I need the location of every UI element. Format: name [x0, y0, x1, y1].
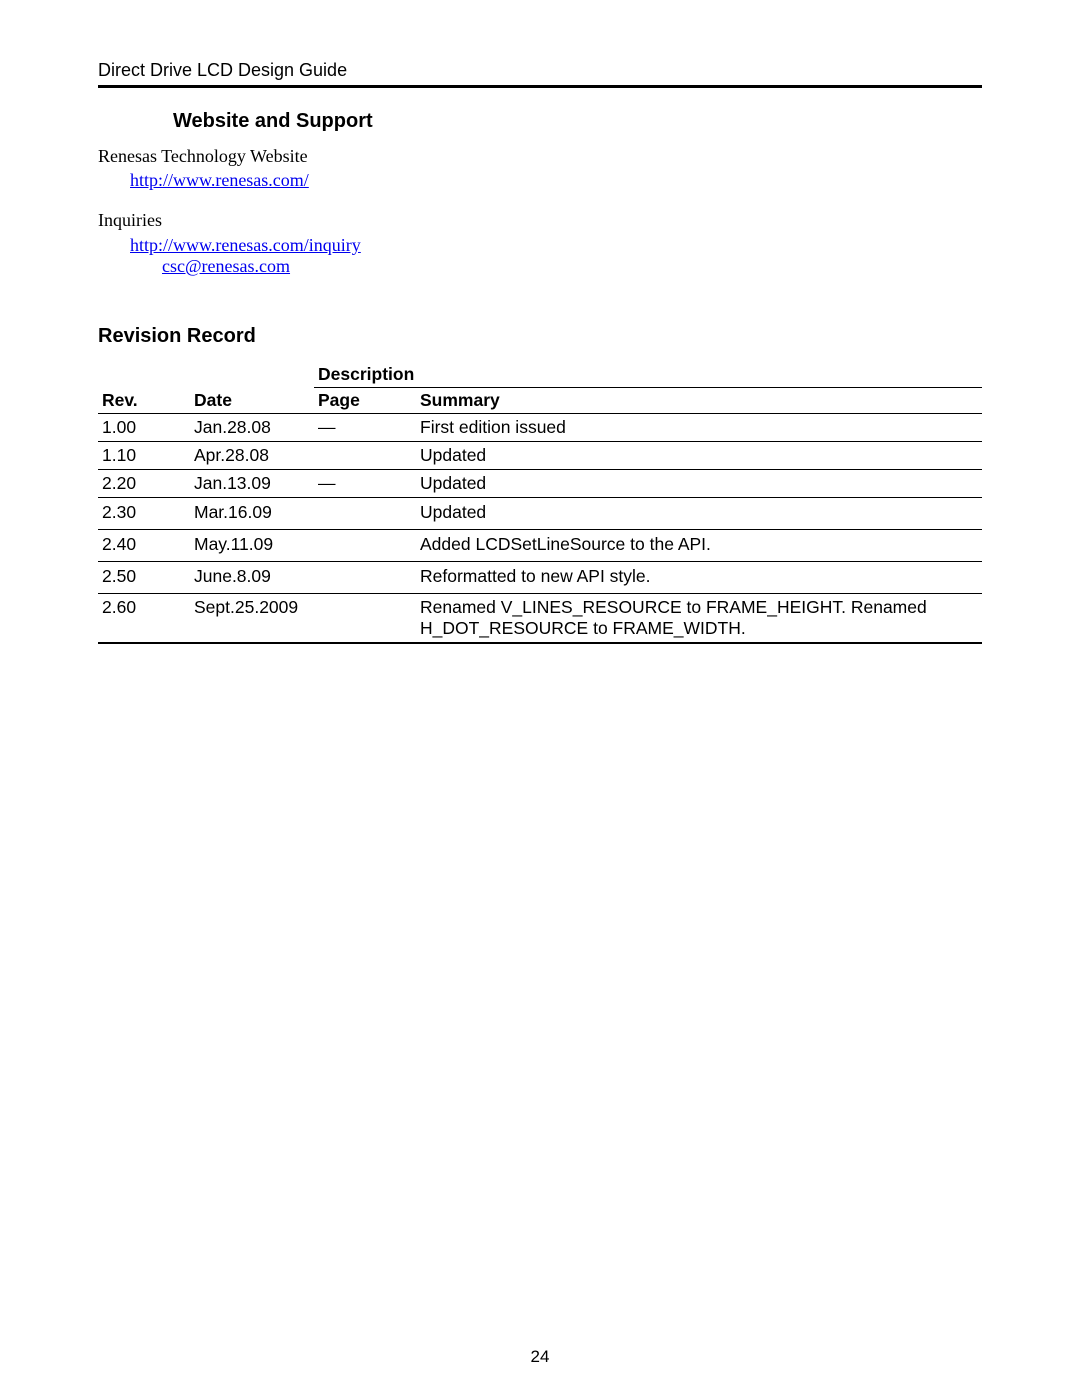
cell-page — [314, 529, 416, 561]
col-header-page: Page — [314, 387, 416, 413]
cell-page — [314, 441, 416, 469]
cell-rev: 2.60 — [98, 593, 190, 643]
cell-rev: 2.40 — [98, 529, 190, 561]
empty-header — [190, 362, 314, 388]
table-row: 2.20 Jan.13.09 — Updated — [98, 469, 982, 497]
table-row: 2.60 Sept.25.2009 Renamed V_LINES_RESOUR… — [98, 593, 982, 643]
inquiries-block: Inquiries http://www.renesas.com/inquiry… — [98, 209, 982, 276]
revision-heading: Revision Record — [98, 325, 982, 348]
cell-summary: Updated — [416, 497, 982, 529]
page-number: 24 — [0, 1347, 1080, 1367]
table-column-header-row: Rev. Date Page Summary — [98, 387, 982, 413]
cell-rev: 1.10 — [98, 441, 190, 469]
col-header-summary: Summary — [416, 387, 982, 413]
description-group-header: Description — [314, 362, 982, 388]
cell-date: Jan.28.08 — [190, 413, 314, 441]
revision-table: Description Rev. Date Page Summary 1.00 … — [98, 362, 982, 644]
cell-date: May.11.09 — [190, 529, 314, 561]
cell-date: June.8.09 — [190, 561, 314, 593]
inquiry-link[interactable]: http://www.renesas.com/inquiry — [130, 235, 361, 255]
cell-page: — — [314, 413, 416, 441]
cell-page: — — [314, 469, 416, 497]
col-header-date: Date — [190, 387, 314, 413]
table-row: 2.50 June.8.09 Reformatted to new API st… — [98, 561, 982, 593]
revision-table-body: 1.00 Jan.28.08 — First edition issued 1.… — [98, 413, 982, 643]
cell-summary: Added LCDSetLineSource to the API. — [416, 529, 982, 561]
col-header-rev: Rev. — [98, 387, 190, 413]
website-link[interactable]: http://www.renesas.com/ — [130, 170, 309, 190]
cell-summary: Updated — [416, 441, 982, 469]
cell-summary: Reformatted to new API style. — [416, 561, 982, 593]
inquiry-email-link[interactable]: csc@renesas.com — [162, 256, 290, 276]
document-header-title: Direct Drive LCD Design Guide — [98, 60, 982, 88]
empty-header — [98, 362, 190, 388]
cell-summary: First edition issued — [416, 413, 982, 441]
cell-summary: Updated — [416, 469, 982, 497]
cell-summary: Renamed V_LINES_RESOURCE to FRAME_HEIGHT… — [416, 593, 982, 643]
table-row: 2.30 Mar.16.09 Updated — [98, 497, 982, 529]
cell-date: Sept.25.2009 — [190, 593, 314, 643]
cell-page — [314, 561, 416, 593]
cell-page — [314, 593, 416, 643]
table-group-header-row: Description — [98, 362, 982, 388]
website-block: Renesas Technology Website http://www.re… — [98, 145, 982, 191]
cell-page — [314, 497, 416, 529]
website-label: Renesas Technology Website — [98, 145, 982, 168]
cell-rev: 2.30 — [98, 497, 190, 529]
cell-date: Apr.28.08 — [190, 441, 314, 469]
table-row: 2.40 May.11.09 Added LCDSetLineSource to… — [98, 529, 982, 561]
table-row: 1.00 Jan.28.08 — First edition issued — [98, 413, 982, 441]
cell-date: Mar.16.09 — [190, 497, 314, 529]
cell-rev: 1.00 — [98, 413, 190, 441]
inquiries-label: Inquiries — [98, 209, 982, 232]
support-heading: Website and Support — [173, 110, 982, 133]
cell-rev: 2.20 — [98, 469, 190, 497]
cell-date: Jan.13.09 — [190, 469, 314, 497]
cell-rev: 2.50 — [98, 561, 190, 593]
table-row: 1.10 Apr.28.08 Updated — [98, 441, 982, 469]
